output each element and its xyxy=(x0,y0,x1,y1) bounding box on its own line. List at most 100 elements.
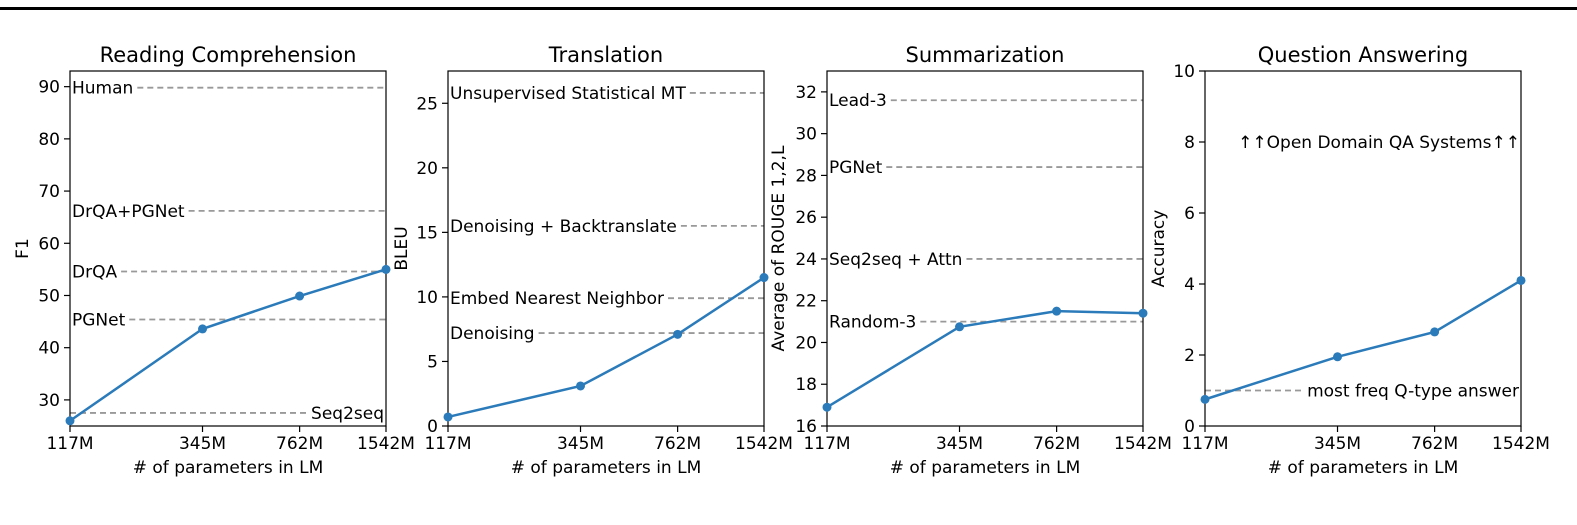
reference-label: Seq2seq + Attn xyxy=(829,250,962,270)
page-top-rule xyxy=(0,7,1577,10)
x-tick-label: 762M xyxy=(1033,434,1080,454)
series-line xyxy=(826,309,1144,409)
x-tick-label: 345M xyxy=(557,434,604,454)
reference-label: Lead-3 xyxy=(829,91,887,111)
data-point xyxy=(1430,327,1440,337)
reference-label: DrQA xyxy=(72,262,117,282)
reference-label: Embed Nearest Neighbor xyxy=(450,289,664,309)
plot-frame xyxy=(447,70,765,427)
data-point xyxy=(955,322,965,332)
y-tick-label: 60 xyxy=(38,234,60,254)
y-axis-label: BLEU xyxy=(392,226,412,270)
data-point xyxy=(381,264,391,274)
x-tick-label: 345M xyxy=(936,434,983,454)
y-tick-label: 0 xyxy=(1184,417,1195,437)
data-point xyxy=(1200,394,1210,404)
reference-label: Human xyxy=(72,79,133,99)
reference-label: most freq Q-type answer xyxy=(1307,382,1519,402)
x-tick-label: 1542M xyxy=(1492,434,1550,454)
y-tick-label: 26 xyxy=(795,208,817,228)
y-tick-label: 24 xyxy=(795,250,817,270)
reference-label: PGNet xyxy=(72,311,126,331)
x-tick-label: 762M xyxy=(276,434,323,454)
y-tick-label: 30 xyxy=(795,125,817,145)
x-axis-label: # of parameters in LM xyxy=(890,458,1081,478)
y-tick-label: 5 xyxy=(427,352,438,372)
x-tick-label: 117M xyxy=(424,434,471,454)
x-axis-label: # of parameters in LM xyxy=(133,458,324,478)
y-tick-label: 30 xyxy=(38,391,60,411)
x-tick-label: 1542M xyxy=(357,434,415,454)
y-tick-label: 8 xyxy=(1184,133,1195,153)
series-line xyxy=(447,276,765,419)
y-tick-label: 28 xyxy=(795,166,817,186)
y-tick-label: 20 xyxy=(416,159,438,179)
series-line xyxy=(1204,279,1522,401)
y-tick-label: 80 xyxy=(38,130,60,150)
y-axis-label: Average of ROUGE 1,2,L xyxy=(769,145,789,351)
reference-label: Seq2seq xyxy=(311,404,384,424)
y-tick-label: 32 xyxy=(795,83,817,103)
reference-label: Denoising + Backtranslate xyxy=(450,217,677,237)
series-line xyxy=(69,268,387,422)
reference-label: Unsupervised Statistical MT xyxy=(450,84,686,104)
chart-panel-2: Translation Unsupervised Statistical MT De… xyxy=(392,43,793,478)
y-tick-label: 10 xyxy=(416,288,438,308)
y-tick-label: 40 xyxy=(38,339,60,359)
data-point xyxy=(1516,275,1526,285)
annotation-label: ↑↑Open Domain QA Systems↑↑ xyxy=(1238,133,1520,153)
x-tick-label: 762M xyxy=(1411,434,1458,454)
y-tick-label: 22 xyxy=(795,292,817,312)
y-tick-label: 70 xyxy=(38,182,60,202)
reference-label: Denoising xyxy=(450,324,535,344)
reference-label: DrQA+PGNet xyxy=(72,202,185,222)
y-tick-label: 6 xyxy=(1184,204,1195,224)
plot-frame xyxy=(1204,70,1522,427)
x-tick-label: 117M xyxy=(803,434,850,454)
x-axis-label: # of parameters in LM xyxy=(1268,458,1459,478)
chart-panel-4: Question Answering most freq Q-type answe… xyxy=(1149,43,1550,478)
x-axis-label: # of parameters in LM xyxy=(511,458,702,478)
data-point xyxy=(1333,352,1343,362)
data-point xyxy=(443,412,453,422)
y-tick-label: 90 xyxy=(38,78,60,98)
data-point xyxy=(759,273,769,283)
x-tick-label: 1542M xyxy=(1114,434,1172,454)
y-tick-label: 15 xyxy=(416,223,438,243)
chart-title: Reading Comprehension xyxy=(100,43,357,67)
data-point xyxy=(295,291,305,301)
chart-panel-1: Reading Comprehension Human DrQA+PGNet DrQA… xyxy=(13,43,415,478)
chart-title: Question Answering xyxy=(1258,43,1468,67)
reference-label: PGNet xyxy=(829,158,883,178)
data-point xyxy=(198,324,208,334)
x-tick-label: 345M xyxy=(1314,434,1361,454)
y-axis-label: Accuracy xyxy=(1149,210,1169,288)
chart-title: Summarization xyxy=(905,43,1064,67)
data-point xyxy=(673,329,683,339)
plot-frame xyxy=(69,70,387,427)
x-tick-label: 117M xyxy=(46,434,93,454)
y-tick-label: 16 xyxy=(795,417,817,437)
data-point xyxy=(576,381,586,391)
data-point xyxy=(65,416,75,426)
x-tick-label: 345M xyxy=(179,434,226,454)
chart-panel-3: Summarization Lead-3 PGNet Seq2seq + Attn Ra… xyxy=(769,43,1172,478)
data-point xyxy=(1052,306,1062,316)
y-tick-label: 50 xyxy=(38,286,60,306)
x-tick-label: 762M xyxy=(654,434,701,454)
data-point xyxy=(1138,308,1148,318)
y-axis-label: F1 xyxy=(13,238,33,259)
chart-title: Translation xyxy=(548,43,663,67)
y-tick-label: 4 xyxy=(1184,275,1195,295)
y-tick-label: 25 xyxy=(416,94,438,114)
x-tick-label: 1542M xyxy=(735,434,793,454)
y-tick-label: 20 xyxy=(795,333,817,353)
y-tick-label: 2 xyxy=(1184,346,1195,366)
plot-frame xyxy=(826,70,1144,427)
data-point xyxy=(822,402,832,412)
y-tick-label: 0 xyxy=(427,417,438,437)
y-tick-label: 10 xyxy=(1173,62,1195,82)
reference-label: Random-3 xyxy=(829,313,916,333)
x-tick-label: 117M xyxy=(1181,434,1228,454)
